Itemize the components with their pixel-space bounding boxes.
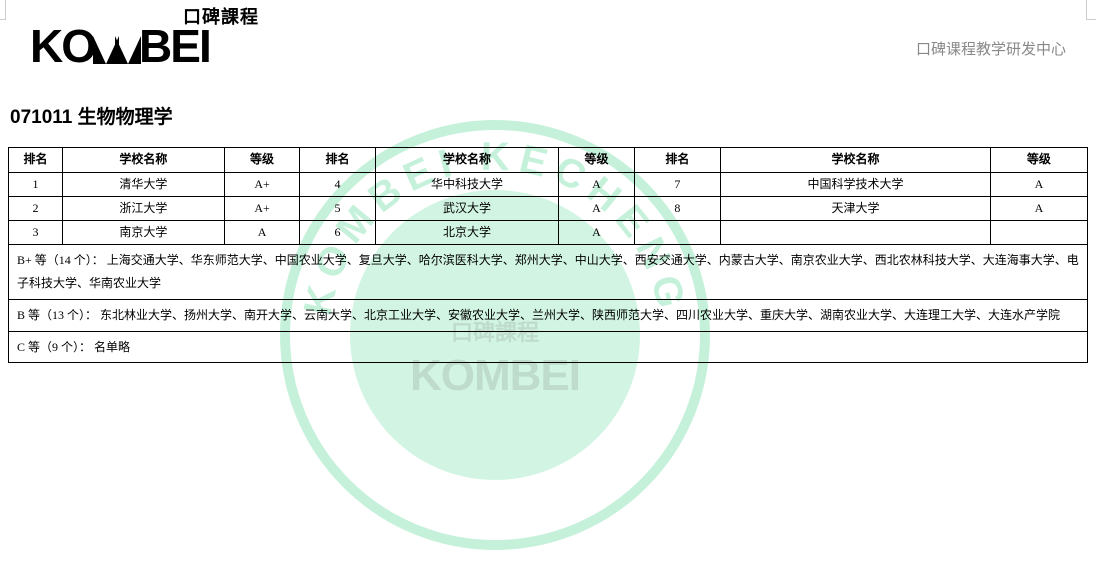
col-name: 学校名称 [375,148,558,172]
brand-main-text: KOBEI [30,26,259,67]
table-row: 3南京大学A6北京大学A [9,220,1088,244]
table-cell: 1 [9,172,63,196]
table-cell: 5 [300,196,376,220]
col-rank: 排名 [9,148,63,172]
table-cell: A [559,196,635,220]
table-cell: A+ [224,172,300,196]
table-cell: 6 [300,220,376,244]
table-cell: 2 [9,196,63,220]
table-cell: 华中科技大学 [375,172,558,196]
table-cell [634,220,720,244]
table-note-row: C 等（9 个）： 名单略 [9,331,1088,363]
table-header-row: 排名 学校名称 等级 排名 学校名称 等级 排名 学校名称 等级 [9,148,1088,172]
col-name: 学校名称 [721,148,991,172]
table-cell: A [990,196,1087,220]
table-cell: A+ [224,196,300,220]
table-cell: 浙江大学 [62,196,224,220]
table-cell: 天津大学 [721,196,991,220]
table-note-row: B 等（13 个）： 东北林业大学、扬州大学、南开大学、云南大学、北京工业大学、… [9,299,1088,331]
ranking-table: 排名 学校名称 等级 排名 学校名称 等级 排名 学校名称 等级 1清华大学A+… [8,147,1088,363]
col-grade: 等级 [990,148,1087,172]
table-note-row: B+ 等（14 个）： 上海交通大学、华东师范大学、中国农业大学、复旦大学、哈尔… [9,245,1088,300]
table-note-cell: B 等（13 个）： 东北林业大学、扬州大学、南开大学、云南大学、北京工业大学、… [9,299,1088,331]
table-cell: 北京大学 [375,220,558,244]
table-cell [721,220,991,244]
table-note-cell: B+ 等（14 个）： 上海交通大学、华东师范大学、中国农业大学、复旦大学、哈尔… [9,245,1088,300]
table-cell: A [990,172,1087,196]
table-cell: 3 [9,220,63,244]
page-header: 口碑課程 KOBEI 口碑课程教学研发中心 [0,0,1096,67]
table-cell [990,220,1087,244]
col-rank: 排名 [634,148,720,172]
col-grade: 等级 [224,148,300,172]
table-cell: A [224,220,300,244]
table-cell: A [559,220,635,244]
brand-logo: 口碑課程 KOBEI [30,5,259,67]
table-row: 1清华大学A+4华中科技大学A7中国科学技术大学A [9,172,1088,196]
table-cell: 中国科学技术大学 [721,172,991,196]
table-row: 2浙江大学A+5武汉大学A8天津大学A [9,196,1088,220]
col-name: 学校名称 [62,148,224,172]
table-cell: A [559,172,635,196]
col-grade: 等级 [559,148,635,172]
col-rank: 排名 [300,148,376,172]
table-cell: 4 [300,172,376,196]
table-cell: 清华大学 [62,172,224,196]
org-subtitle: 口碑课程教学研发中心 [916,38,1066,67]
table-note-cell: C 等（9 个）： 名单略 [9,331,1088,363]
table-cell: 南京大学 [62,220,224,244]
table-cell: 7 [634,172,720,196]
table-cell: 8 [634,196,720,220]
page-title: 071011 生物物理学 [0,67,1096,147]
table-cell: 武汉大学 [375,196,558,220]
